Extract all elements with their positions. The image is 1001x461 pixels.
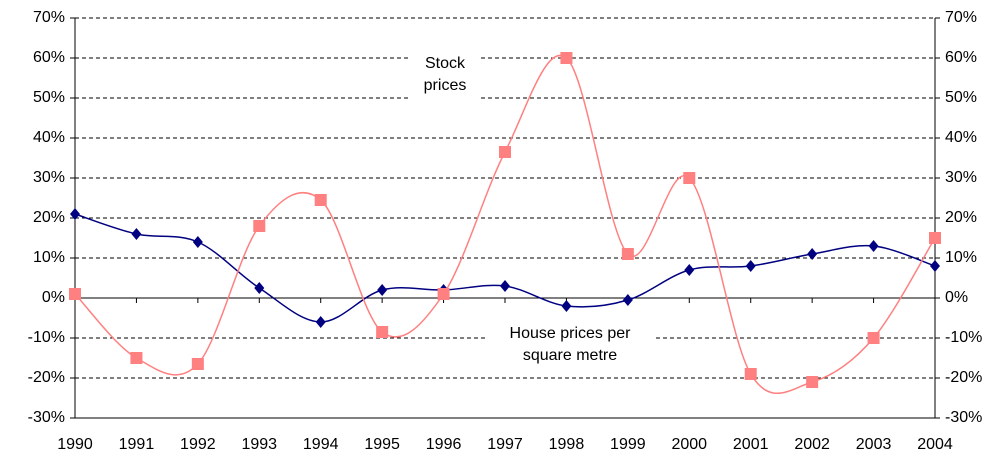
- marker: [560, 52, 573, 64]
- marker: [622, 294, 633, 306]
- y-tick-label: 40%: [33, 129, 65, 146]
- marker: [744, 368, 757, 380]
- y2-tick-label: 20%: [945, 209, 977, 226]
- marker: [867, 332, 880, 344]
- marker: [437, 288, 450, 300]
- marker: [253, 220, 266, 232]
- marker: [745, 260, 756, 272]
- y-tick-label: 50%: [33, 89, 65, 106]
- y-tick-label: 10%: [33, 249, 65, 266]
- series-line: [74, 54, 936, 394]
- x-tick-label: 1997: [487, 436, 523, 453]
- x-tick-label: 1994: [303, 436, 339, 453]
- x-tick-label: 2000: [671, 436, 707, 453]
- y2-tick-label: 30%: [945, 169, 977, 186]
- x-tick-label: 1999: [610, 436, 646, 453]
- marker: [377, 284, 388, 296]
- x-tick-label: 2004: [917, 436, 953, 453]
- marker: [807, 248, 818, 260]
- marker: [131, 228, 142, 240]
- y-tick-label: 30%: [33, 169, 65, 186]
- marker: [500, 280, 510, 292]
- x-tick-label: 1991: [119, 436, 155, 453]
- x-tick-label: 1992: [180, 436, 216, 453]
- marker: [806, 376, 819, 388]
- y2-tick-label: 0%: [945, 289, 968, 306]
- annotation: prices: [424, 77, 467, 94]
- y2-tick-label: -10%: [945, 329, 982, 346]
- marker: [684, 264, 695, 276]
- y2-tick-label: -30%: [945, 409, 982, 426]
- marker: [192, 236, 203, 248]
- marker: [315, 316, 326, 328]
- x-tick-label: 1995: [364, 436, 400, 453]
- y-tick-label: 20%: [33, 209, 65, 226]
- annotation: Stock: [425, 55, 466, 72]
- marker: [314, 194, 327, 206]
- x-tick-label: 1998: [549, 436, 585, 453]
- x-tick-label: 1993: [241, 436, 277, 453]
- x-tick-label: 1990: [57, 436, 93, 453]
- marker: [621, 248, 634, 260]
- y2-tick-label: 60%: [945, 49, 977, 66]
- annotation-box: [485, 320, 655, 370]
- x-tick-label: 1996: [426, 436, 462, 453]
- marker: [930, 260, 940, 272]
- y-tick-label: 60%: [33, 49, 65, 66]
- x-tick-label: 2003: [856, 436, 892, 453]
- marker: [499, 146, 511, 158]
- marker: [376, 326, 389, 338]
- marker: [130, 352, 143, 364]
- y-tick-label: -20%: [28, 369, 65, 386]
- marker: [69, 288, 81, 300]
- marker: [561, 300, 572, 312]
- y2-tick-label: 10%: [945, 249, 977, 266]
- marker: [683, 172, 696, 184]
- annotation: House prices per: [510, 325, 632, 342]
- y2-tick-label: 70%: [945, 9, 977, 26]
- y-tick-label: 0%: [42, 289, 65, 306]
- x-tick-label: 2002: [794, 436, 830, 453]
- y2-tick-label: 50%: [945, 89, 977, 106]
- y2-tick-label: -20%: [945, 369, 982, 386]
- marker: [254, 282, 265, 294]
- y2-tick-label: 40%: [945, 129, 977, 146]
- marker: [929, 232, 941, 244]
- y-tick-label: -30%: [28, 409, 65, 426]
- marker: [868, 240, 879, 252]
- marker: [70, 208, 80, 220]
- y-tick-label: 70%: [33, 9, 65, 26]
- series-line: [74, 213, 936, 323]
- marker: [191, 358, 204, 370]
- annotation-box: [410, 50, 480, 100]
- x-tick-label: 2001: [733, 436, 769, 453]
- annotation: square metre: [523, 347, 617, 364]
- y-tick-label: -10%: [28, 329, 65, 346]
